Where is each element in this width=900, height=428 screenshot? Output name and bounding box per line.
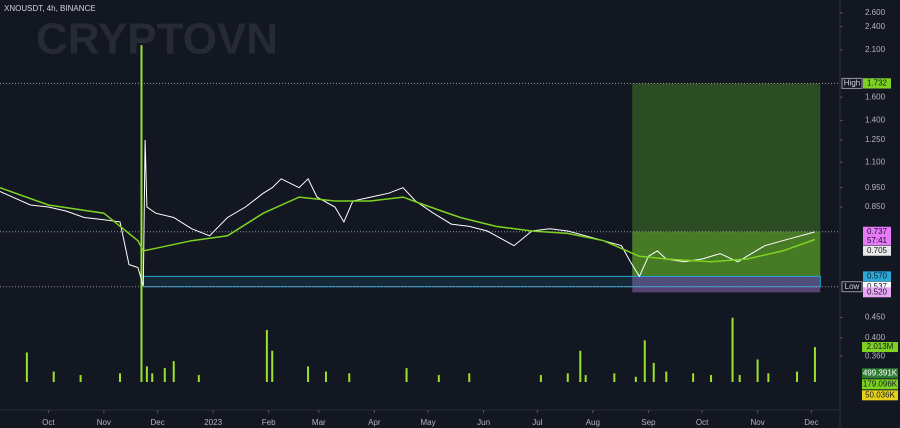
volume-badge-label: 50.036K — [865, 390, 895, 399]
position-stop — [632, 276, 821, 293]
price-badge — [863, 287, 891, 298]
price-badge — [863, 271, 891, 282]
x-tick-label: May — [420, 418, 435, 427]
volume-badge-label: 499.391K — [863, 368, 898, 377]
price-badge — [863, 245, 891, 256]
y-tick-label: 0.360 — [865, 351, 886, 360]
x-tick-label: Nov — [750, 418, 764, 427]
volume-badge — [862, 342, 898, 353]
y-tick-label: 1.250 — [865, 135, 886, 144]
y-tick-label: 1.100 — [865, 157, 886, 166]
volume-bar — [197, 375, 200, 382]
price-badge-label: 0.570 — [867, 271, 888, 280]
level-badge — [841, 77, 863, 89]
price-badge — [863, 226, 891, 237]
x-tick-label: Apr — [368, 418, 381, 427]
volume-badge — [862, 390, 898, 401]
x-tick-label: Jun — [477, 418, 490, 427]
level-value: 0.537 — [867, 282, 888, 291]
volume-bar — [756, 359, 759, 382]
volume-bar — [613, 373, 616, 382]
x-tick-label: Oct — [696, 418, 709, 427]
volume-badge-label: 179.096K — [863, 379, 898, 388]
y-tick-label: 1.400 — [865, 115, 886, 124]
volume-badge — [862, 379, 898, 390]
volume-bar — [172, 361, 175, 382]
x-tick-label: Sep — [641, 418, 656, 427]
volume-bar — [119, 373, 121, 382]
price-badge — [863, 78, 891, 89]
volume-bar — [145, 366, 148, 382]
volume-bar — [151, 373, 154, 382]
level-value-badge — [863, 281, 891, 292]
level-badge — [841, 281, 863, 293]
volume-bar — [731, 317, 734, 382]
volume-bar — [140, 45, 143, 383]
zone-box — [140, 275, 821, 288]
volume-bar — [796, 371, 799, 382]
y-tick-label: 2.400 — [865, 22, 886, 31]
level-label: High — [844, 79, 860, 88]
y-tick-label: 2.100 — [865, 45, 886, 54]
watermark: CRYPTOVN — [36, 15, 278, 64]
x-tick-label: Feb — [262, 418, 276, 427]
x-tick-label: Jul — [532, 418, 542, 427]
x-tick-label: Dec — [804, 418, 818, 427]
x-tick-label: Aug — [586, 418, 600, 427]
y-tick-label: 1.600 — [865, 92, 886, 101]
volume-bar — [52, 371, 55, 382]
volume-bar — [634, 376, 637, 382]
position-target — [632, 83, 821, 277]
volume-badge-label: 2.013M — [867, 342, 894, 351]
volume-bar — [437, 375, 440, 382]
volume-bar — [348, 373, 351, 382]
volume-bar — [643, 340, 646, 382]
volume-bar — [468, 373, 471, 382]
volume-bar — [25, 352, 28, 382]
price-badge-label: 0.705 — [867, 246, 888, 255]
volume-bar — [710, 375, 713, 382]
volume-bar — [652, 362, 655, 382]
volume-bar — [579, 350, 582, 382]
x-tick-label: 2023 — [204, 418, 222, 427]
price-badge-label: 0.520 — [867, 287, 888, 296]
y-tick-label: 0.850 — [865, 202, 886, 211]
x-tick-label: Mar — [312, 418, 326, 427]
y-tick-label: 0.450 — [865, 313, 886, 322]
volume-bar — [539, 375, 542, 382]
y-tick-label: 0.950 — [865, 183, 886, 192]
volume-bar — [265, 329, 268, 382]
volume-bar — [665, 371, 668, 382]
price-badge-label: 0.737 — [867, 227, 888, 236]
level-label: Low — [845, 282, 860, 291]
volume-bar — [271, 350, 274, 382]
volume-bar — [163, 368, 166, 382]
y-tick-label: 2.600 — [865, 8, 886, 17]
countdown: 57:41 — [867, 236, 888, 245]
x-tick-label: Nov — [97, 418, 111, 427]
x-tick-label: Oct — [42, 418, 55, 427]
volume-bar — [584, 375, 587, 382]
chart-title: XNOUSDT, 4h, BINANCE — [4, 4, 96, 13]
volume-bar — [405, 368, 408, 382]
countdown-badge — [863, 236, 891, 246]
volume-bar — [307, 366, 310, 382]
volume-bar — [79, 375, 82, 382]
volume-bar — [692, 373, 695, 382]
volume-badge — [862, 368, 898, 379]
y-tick-label: 0.400 — [865, 333, 886, 342]
x-tick-label: Dec — [150, 418, 164, 427]
volume-bar — [767, 373, 770, 382]
volume-bar — [324, 371, 327, 382]
volume-bar — [738, 375, 741, 382]
volume-bar — [813, 347, 816, 382]
price-line-series — [0, 186, 816, 263]
volume-bar — [566, 373, 569, 382]
price-badge-label: 1.732 — [867, 79, 888, 88]
